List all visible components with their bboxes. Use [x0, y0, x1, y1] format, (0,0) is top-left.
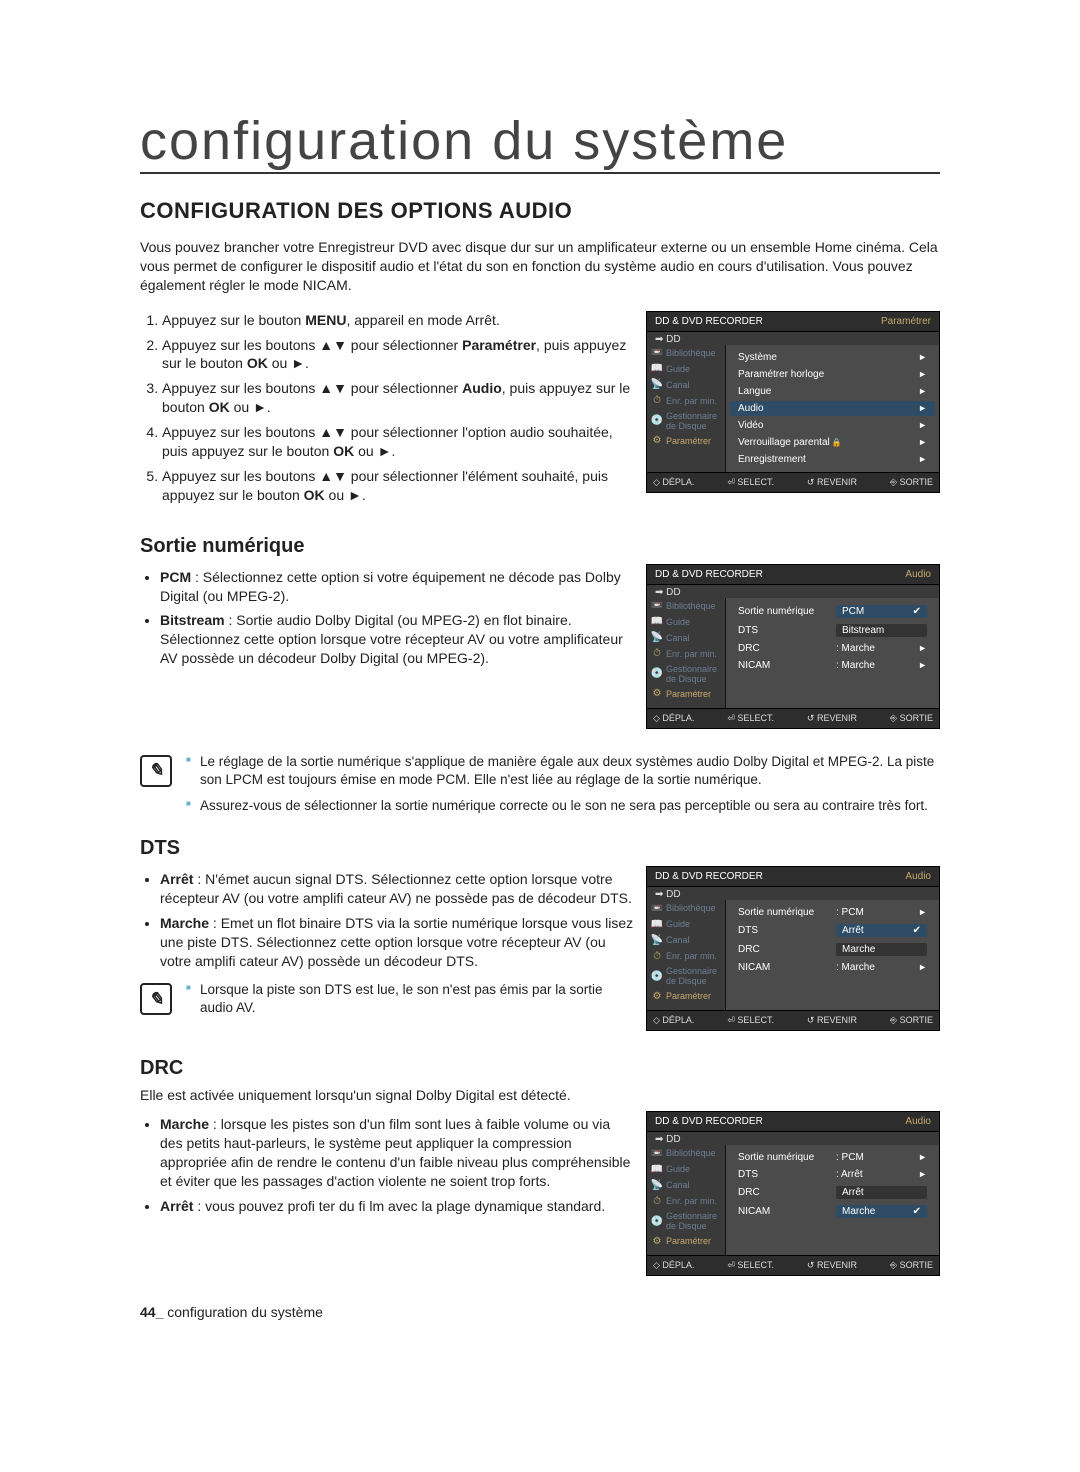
guide-icon: 📖	[651, 1163, 663, 1175]
chevron-right-icon: ►	[918, 403, 927, 413]
drc-list: Marche : lorsque les pistes son d'un fil…	[140, 1115, 634, 1215]
list-item: Arrêt : N'émet aucun signal DTS. Sélecti…	[160, 870, 634, 908]
check-icon: ✔	[913, 1206, 921, 1217]
chevron-right-icon: ►	[918, 420, 927, 430]
osd-sidebar: 📼Bibliothèque 📖Guide 📡Canal ⏱Enr. par mi…	[647, 345, 726, 472]
lock-icon	[830, 437, 842, 448]
library-icon: 📼	[651, 600, 663, 612]
dts-list: Arrêt : N'émet aucun signal DTS. Sélecti…	[140, 870, 634, 970]
guide-icon: 📖	[651, 918, 663, 930]
list-item: Marche : lorsque les pistes son d'un fil…	[160, 1115, 634, 1191]
sortie-list: PCM : Sélectionnez cette option si votre…	[140, 568, 634, 668]
osd-screenshot-1: DD & DVD RECORDER Paramétrer ➡ DD 📼Bibli…	[646, 311, 940, 493]
page: configuration du système CONFIGURATION D…	[0, 0, 1080, 1380]
list-item: PCM : Sélectionnez cette option si votre…	[160, 568, 634, 606]
drc-intro: Elle est activée uniquement lorsqu'un si…	[140, 1086, 940, 1105]
drc-row: Marche : lorsque les pistes son d'un fil…	[140, 1111, 940, 1276]
chevron-right-icon: ►	[918, 437, 927, 447]
osd-dd: ➡ DD	[647, 332, 939, 345]
note-block: ✎ Le réglage de la sortie numérique s'ap…	[140, 753, 940, 824]
subheading-dts: DTS	[140, 837, 940, 860]
osd-screenshot-2: DD & DVD RECORDER Audio ➡ DD 📼Bibliothèq…	[646, 564, 940, 729]
osd-screenshot-3: DD & DVD RECORDER Audio ➡ DD 📼Bibliothèq…	[646, 866, 940, 1031]
channel-icon: 📡	[651, 379, 663, 391]
intro-text: Vous pouvez brancher votre Enregistreur …	[140, 238, 940, 295]
disc-icon: 💿	[651, 1215, 663, 1227]
disc-icon: 💿	[651, 415, 663, 427]
channel-icon: 📡	[651, 1179, 663, 1191]
osd-crumb: Paramétrer	[881, 316, 931, 327]
sortie-row: PCM : Sélectionnez cette option si votre…	[140, 564, 940, 729]
disc-icon: 💿	[651, 970, 663, 982]
step-4: Appuyez sur les boutons ▲▼ pour sélectio…	[162, 423, 634, 461]
chevron-right-icon: ►	[918, 907, 927, 918]
step-1: Appuyez sur le bouton MENU, appareil en …	[162, 311, 634, 330]
chevron-right-icon: ►	[918, 962, 927, 973]
step-5: Appuyez sur les boutons ▲▼ pour sélectio…	[162, 467, 634, 505]
chevron-right-icon: ►	[918, 1152, 927, 1163]
gear-icon: ⚙	[651, 1235, 663, 1247]
timer-icon: ⏱	[651, 1195, 663, 1207]
guide-icon: 📖	[651, 616, 663, 628]
page-title: configuration du système	[140, 110, 940, 174]
list-item: Arrêt : vous pouvez profi ter du fi lm a…	[160, 1197, 634, 1216]
chevron-right-icon: ►	[918, 1169, 927, 1180]
osd-screenshot-4: DD & DVD RECORDER Audio ➡ DD 📼Bibliothèq…	[646, 1111, 940, 1276]
step-2: Appuyez sur les boutons ▲▼ pour sélectio…	[162, 336, 634, 374]
library-icon: 📼	[651, 347, 663, 359]
gear-icon: ⚙	[651, 990, 663, 1002]
list-item: Bitstream : Sortie audio Dolby Digital (…	[160, 611, 634, 668]
disc-icon: 💿	[651, 668, 663, 680]
note-item: Le réglage de la sortie numérique s'appl…	[186, 753, 940, 789]
steps-col: Appuyez sur le bouton MENU, appareil en …	[140, 311, 634, 511]
check-icon: ✔	[913, 606, 921, 617]
step-3: Appuyez sur les boutons ▲▼ pour sélectio…	[162, 379, 634, 417]
osd-main: Système► Paramétrer horloge► Langue► Aud…	[726, 345, 939, 472]
guide-icon: 📖	[651, 363, 663, 375]
section-heading: CONFIGURATION DES OPTIONS AUDIO	[140, 198, 940, 224]
note-icon: ✎	[140, 755, 172, 787]
chevron-right-icon: ►	[918, 386, 927, 396]
page-footer: 44_ configuration du système	[140, 1304, 940, 1320]
steps-list: Appuyez sur le bouton MENU, appareil en …	[140, 311, 634, 505]
note-item: Lorsque la piste son DTS est lue, le son…	[186, 981, 634, 1017]
list-item: Marche : Emet un flot binaire DTS via la…	[160, 914, 634, 971]
osd-title: DD & DVD RECORDER	[655, 316, 763, 327]
chevron-right-icon: ►	[918, 643, 927, 654]
timer-icon: ⏱	[651, 950, 663, 962]
steps-row: Appuyez sur le bouton MENU, appareil en …	[140, 311, 940, 511]
channel-icon: 📡	[651, 934, 663, 946]
library-icon: 📼	[651, 902, 663, 914]
gear-icon: ⚙	[651, 688, 663, 700]
check-icon: ✔	[913, 925, 921, 936]
subheading-drc: DRC	[140, 1057, 940, 1080]
chevron-right-icon: ►	[918, 454, 927, 464]
dts-row: Arrêt : N'émet aucun signal DTS. Sélecti…	[140, 866, 940, 1033]
note-icon: ✎	[140, 983, 172, 1015]
chevron-right-icon: ►	[918, 660, 927, 671]
timer-icon: ⏱	[651, 648, 663, 660]
note-item: Assurez-vous de sélectionner la sortie n…	[186, 797, 940, 815]
osd-footer: ◇ DÉPLA. ⏎ SELECT. ↺ REVENIR ⎆ SORTIE	[647, 472, 939, 492]
gear-icon: ⚙	[651, 435, 663, 447]
subheading-sortie: Sortie numérique	[140, 535, 940, 558]
library-icon: 📼	[651, 1147, 663, 1159]
chevron-right-icon: ►	[918, 369, 927, 379]
timer-icon: ⏱	[651, 395, 663, 407]
channel-icon: 📡	[651, 632, 663, 644]
chevron-right-icon: ►	[918, 352, 927, 362]
